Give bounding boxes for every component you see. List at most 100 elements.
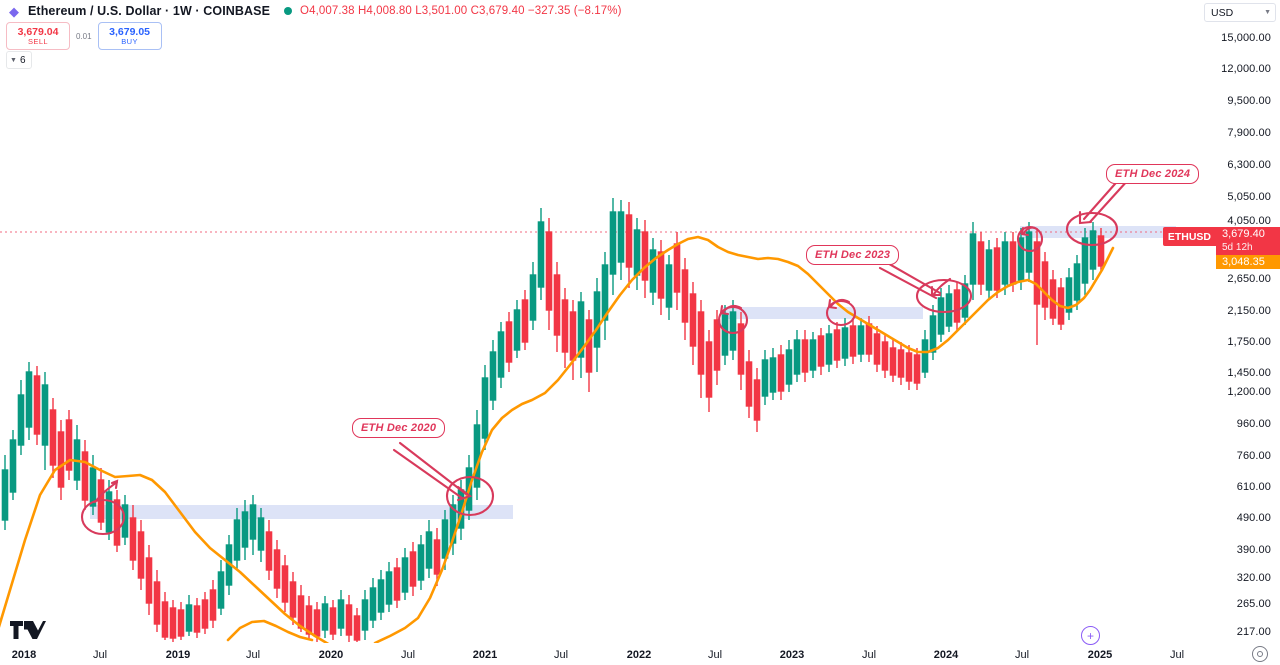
arrow-2018-head — [110, 479, 119, 490]
price-tick: 1,750.00 — [1227, 336, 1271, 348]
price-tick: 390.00 — [1236, 544, 1271, 556]
annotation-eth-dec-2023[interactable]: ETH Dec 2023 — [806, 245, 900, 265]
price-tick: 960.00 — [1236, 418, 1271, 430]
last-price-tag-group[interactable]: ETHUSD 3,679.40 5d 12h — [1162, 227, 1280, 257]
trade-panel: 3,679.04 SELL 0.01 3,679.05 BUY — [6, 22, 162, 50]
price-scale[interactable]: 15,000.00 12,000.00 9,500.00 7,900.00 6,… — [1216, 0, 1280, 665]
time-tick: Jul — [245, 649, 261, 661]
price-tick: 490.00 — [1236, 512, 1271, 524]
time-tick: 2024 — [933, 649, 959, 661]
arrow-2022-head — [719, 304, 730, 316]
price-tick: 4,050.00 — [1227, 215, 1271, 227]
time-tick: 2021 — [472, 649, 498, 661]
ohlc-close-label: C — [470, 5, 480, 17]
quantity-value: 6 — [19, 54, 26, 66]
moving-average-line — [0, 235, 1115, 643]
pointer-2020-a — [398, 441, 468, 496]
support-zone-upper — [723, 307, 923, 319]
spread-value: 0.01 — [76, 31, 92, 41]
symbol-title[interactable]: Ethereum / U.S. Dollar · 1W · COINBASE — [28, 4, 271, 18]
ohlc-close-value: 3,679.40 — [479, 5, 525, 17]
time-tick: 2019 — [165, 649, 191, 661]
reset-chart-icon[interactable] — [1252, 646, 1268, 662]
ohlc-low-label: L — [415, 5, 422, 17]
arrow-2022-stem — [721, 304, 743, 314]
time-tick: 2022 — [626, 649, 652, 661]
quantity-stepper[interactable]: ▼ 6 — [6, 51, 32, 69]
price-tick: 2,650.00 — [1227, 273, 1271, 285]
sell-label: SELL — [28, 36, 48, 46]
annotation-eth-dec-2024[interactable]: ETH Dec 2024 — [1106, 164, 1200, 184]
currency-value: USD — [1211, 6, 1234, 19]
resistance-zone-top — [1020, 226, 1176, 238]
time-tick: Jul — [92, 649, 108, 661]
pointer-2024-head — [1078, 210, 1093, 225]
market-status-dot — [284, 7, 293, 15]
bar-countdown: 5d 12h — [1222, 241, 1253, 253]
time-tick: 2018 — [11, 649, 37, 661]
circle-eth-dec-2023 — [915, 278, 973, 314]
arrow-2023-stem — [829, 298, 851, 308]
sell-price: 3,679.04 — [17, 25, 59, 38]
pointer-2024-a — [1088, 178, 1130, 224]
ohlc-values: O4,007.38 H4,008.80 L3,501.00 C3,679.40 … — [300, 5, 622, 17]
buy-price: 3,679.05 — [109, 25, 151, 38]
pointer-2023-a — [882, 259, 942, 295]
price-tick: 6,300.00 — [1227, 159, 1271, 171]
support-zone-lower — [90, 505, 513, 519]
arrow-2023-head — [827, 298, 838, 310]
price-tick: 1,200.00 — [1227, 386, 1271, 398]
ohlc-open-value: 4,007.38 — [309, 5, 355, 17]
time-scale[interactable]: 2018 Jul 2019 Jul 2020 Jul 2021 Jul 2022… — [0, 643, 1280, 665]
time-tick: 2020 — [318, 649, 344, 661]
add-circle-icon[interactable]: + — [1081, 626, 1100, 645]
time-tick: 2025 — [1087, 649, 1113, 661]
buy-button[interactable]: 3,679.05 BUY — [97, 22, 162, 50]
last-price-value: 3,679.40 — [1222, 228, 1265, 240]
arrow-2024mid-stem — [1022, 226, 1039, 235]
symbol-price-badge: ETHUSD — [1162, 227, 1216, 246]
price-tick: 320.00 — [1236, 572, 1271, 584]
circle-2018-top — [80, 498, 126, 536]
ma-price-tag-group[interactable]: 3,048.35 — [1216, 255, 1280, 269]
price-tick: 610.00 — [1236, 481, 1271, 493]
chart-plot-area[interactable] — [0, 0, 1216, 643]
ohlc-open-label: O — [300, 5, 310, 17]
price-tick: 265.00 — [1236, 598, 1271, 610]
price-tick: 9,500.00 — [1227, 95, 1271, 107]
ohlc-change: −327.35 (−8.17%) — [527, 5, 622, 17]
time-tick: Jul — [400, 649, 416, 661]
ohlc-high-label: H — [357, 5, 367, 17]
pointer-2020-b — [392, 448, 464, 500]
arrow-2018-stem — [93, 480, 119, 504]
support-zones — [90, 226, 1176, 519]
hand-drawn-markups — [80, 174, 1130, 536]
pointer-2023-b — [878, 266, 938, 300]
arrow-2023b-stem — [932, 277, 952, 296]
time-tick: Jul — [1169, 649, 1185, 661]
time-tick: 2023 — [779, 649, 805, 661]
sell-button[interactable]: 3,679.04 SELL — [6, 22, 70, 50]
tradingview-logo — [10, 619, 46, 641]
time-tick: Jul — [861, 649, 877, 661]
arrow-2023b-head — [930, 285, 942, 297]
price-tick: 217.00 — [1236, 626, 1271, 638]
time-tick: Jul — [707, 649, 723, 661]
price-tick: 5,050.00 — [1227, 191, 1271, 203]
chart-svg — [0, 174, 1216, 643]
circle-eth-dec-2024 — [1065, 211, 1119, 247]
chevron-down-icon: ▼ — [10, 56, 17, 64]
ethereum-icon: ◆ — [9, 3, 19, 19]
arrow-2024mid-head — [1020, 226, 1030, 237]
price-tick: 15,000.00 — [1221, 32, 1271, 44]
candlestick-series — [1, 198, 1105, 642]
last-price-tag: 3,679.40 5d 12h — [1216, 227, 1280, 257]
buy-label: BUY — [121, 36, 138, 46]
circle-eth-dec-2020 — [445, 475, 495, 517]
currency-select[interactable]: USD ▼ — [1204, 3, 1276, 22]
price-tick: 7,900.00 — [1227, 127, 1271, 139]
annotation-eth-dec-2020[interactable]: ETH Dec 2020 — [352, 418, 446, 438]
time-tick: Jul — [553, 649, 569, 661]
price-tick: 2,150.00 — [1227, 305, 1271, 317]
